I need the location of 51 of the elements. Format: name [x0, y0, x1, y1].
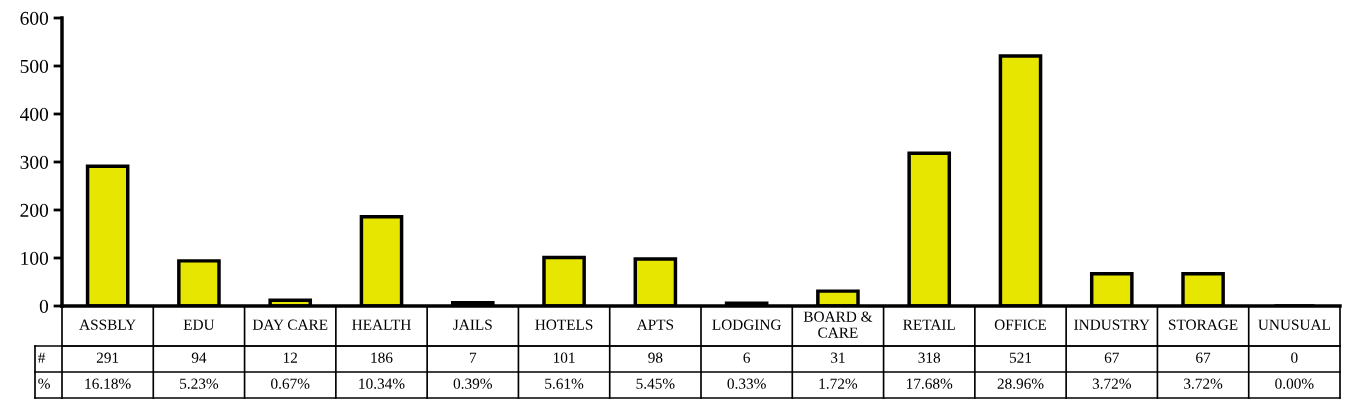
x-tick-label: LODGING	[712, 319, 781, 330]
text: 0.67%	[271, 378, 310, 389]
text: 0.33%	[727, 378, 766, 389]
data-label: 31	[831, 352, 845, 363]
text: #	[38, 352, 46, 363]
text: 16.18%	[85, 378, 131, 389]
y-tick-label: 0	[39, 299, 49, 313]
text: 28.96%	[997, 378, 1044, 389]
y-tick-label: 100	[21, 251, 49, 265]
text: 5.23%	[180, 378, 219, 389]
x-tick-label: INDUSTRY	[1074, 319, 1150, 330]
text: 17.68%	[907, 378, 953, 389]
text: 0.39%	[453, 378, 492, 389]
data-label: 318	[918, 352, 941, 363]
text: 1.72%	[819, 378, 858, 389]
data-label: 7	[469, 352, 477, 363]
data-label: 521	[1009, 352, 1032, 363]
text: %	[38, 378, 50, 389]
y-tick-label: 200	[20, 203, 49, 217]
data-label: 101	[553, 352, 575, 363]
x-tick-label: HEALTH	[352, 319, 411, 330]
data-label: 186	[371, 352, 393, 363]
x-tick-label: HOTELS	[535, 319, 593, 330]
text: 0.00%	[1275, 378, 1314, 389]
x-tick-label: JAILS	[453, 319, 492, 330]
y-tick-label: 600	[20, 11, 49, 25]
y-tick-label: 300	[20, 155, 49, 169]
data-label: 67	[1196, 352, 1211, 363]
text: 5.61%	[545, 378, 584, 389]
data-label: 0	[1291, 352, 1298, 363]
x-tick-label: ASSBLY	[79, 319, 136, 330]
x-tick-label: RETAIL	[903, 319, 955, 330]
x-tick-label: EDU	[183, 319, 215, 330]
data-label: 6	[743, 352, 751, 363]
x-tick-label: DAY CARE	[252, 319, 328, 330]
x-tick-label: STORAGE	[1169, 319, 1238, 330]
data-label: 12	[283, 352, 298, 363]
y-tick-label: 400	[20, 107, 49, 121]
text: 3.72%	[1092, 378, 1131, 389]
data-label: 94	[191, 352, 207, 363]
y-tick-label: 500	[20, 59, 49, 73]
data-label: 291	[96, 352, 119, 363]
x-tick-label: BOARD & CARE	[803, 311, 873, 338]
text: 3.72%	[1184, 378, 1223, 389]
x-tick-label: APTS	[636, 319, 674, 330]
x-tick-label: UNUSUAL	[1258, 319, 1330, 330]
x-tick-label: OFFICE	[994, 319, 1047, 330]
text: 5.45%	[636, 378, 675, 389]
text: 10.34%	[359, 378, 405, 389]
data-label: 67	[1104, 352, 1119, 363]
data-label: 98	[648, 352, 663, 363]
